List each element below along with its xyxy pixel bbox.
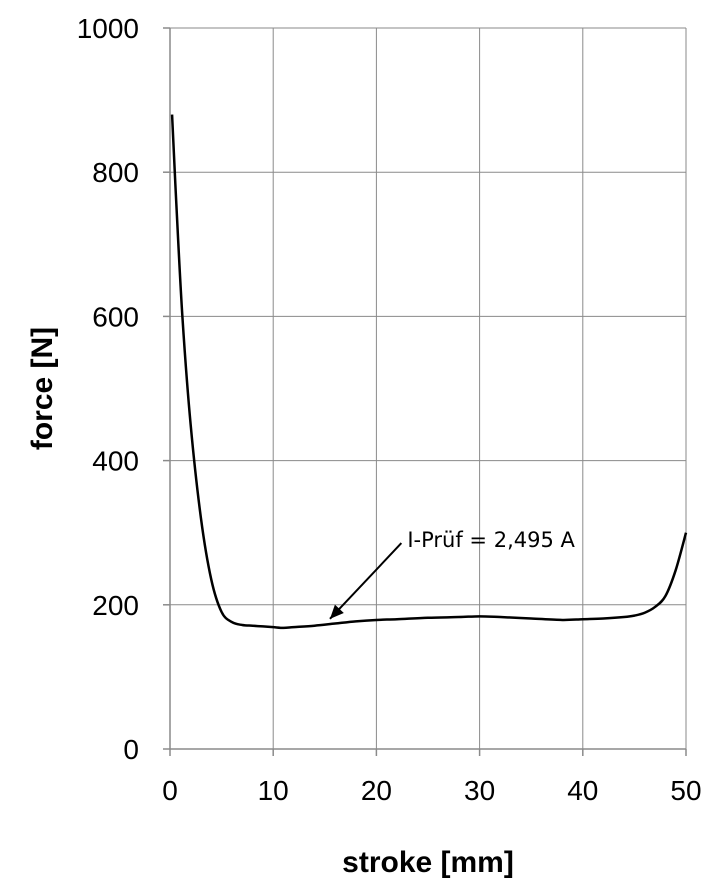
y-tick-label: 200 [92,590,139,621]
tick-labels: 0 10 20 30 40 50 0 200 400 600 800 1000 [77,13,702,806]
y-axis-title: force [N] [26,327,59,450]
y-tick-label: 0 [123,734,139,765]
x-tick-label: 20 [361,775,392,806]
y-tick-label: 600 [92,301,139,332]
x-tick-label: 50 [670,775,701,806]
series-layer [170,114,688,630]
annotation-arrow-line [329,542,403,620]
x-tick-label: 30 [464,775,495,806]
x-tick-label: 40 [567,775,598,806]
x-tick-label: 0 [162,775,178,806]
y-tick-label: 800 [92,157,139,188]
y-tick-label: 400 [92,446,139,477]
annotation-label: I-Prüf = 2,495 A [407,528,575,552]
y-tick-label: 1000 [77,13,139,44]
annotation-layer: I-Prüf = 2,495 A [329,528,576,620]
axes [163,27,687,756]
x-tick-label: 10 [258,775,289,806]
series-line [170,114,688,630]
annotation-arrowhead [329,604,344,619]
x-axis-title: stroke [mm] [342,846,514,879]
grid [170,27,687,749]
